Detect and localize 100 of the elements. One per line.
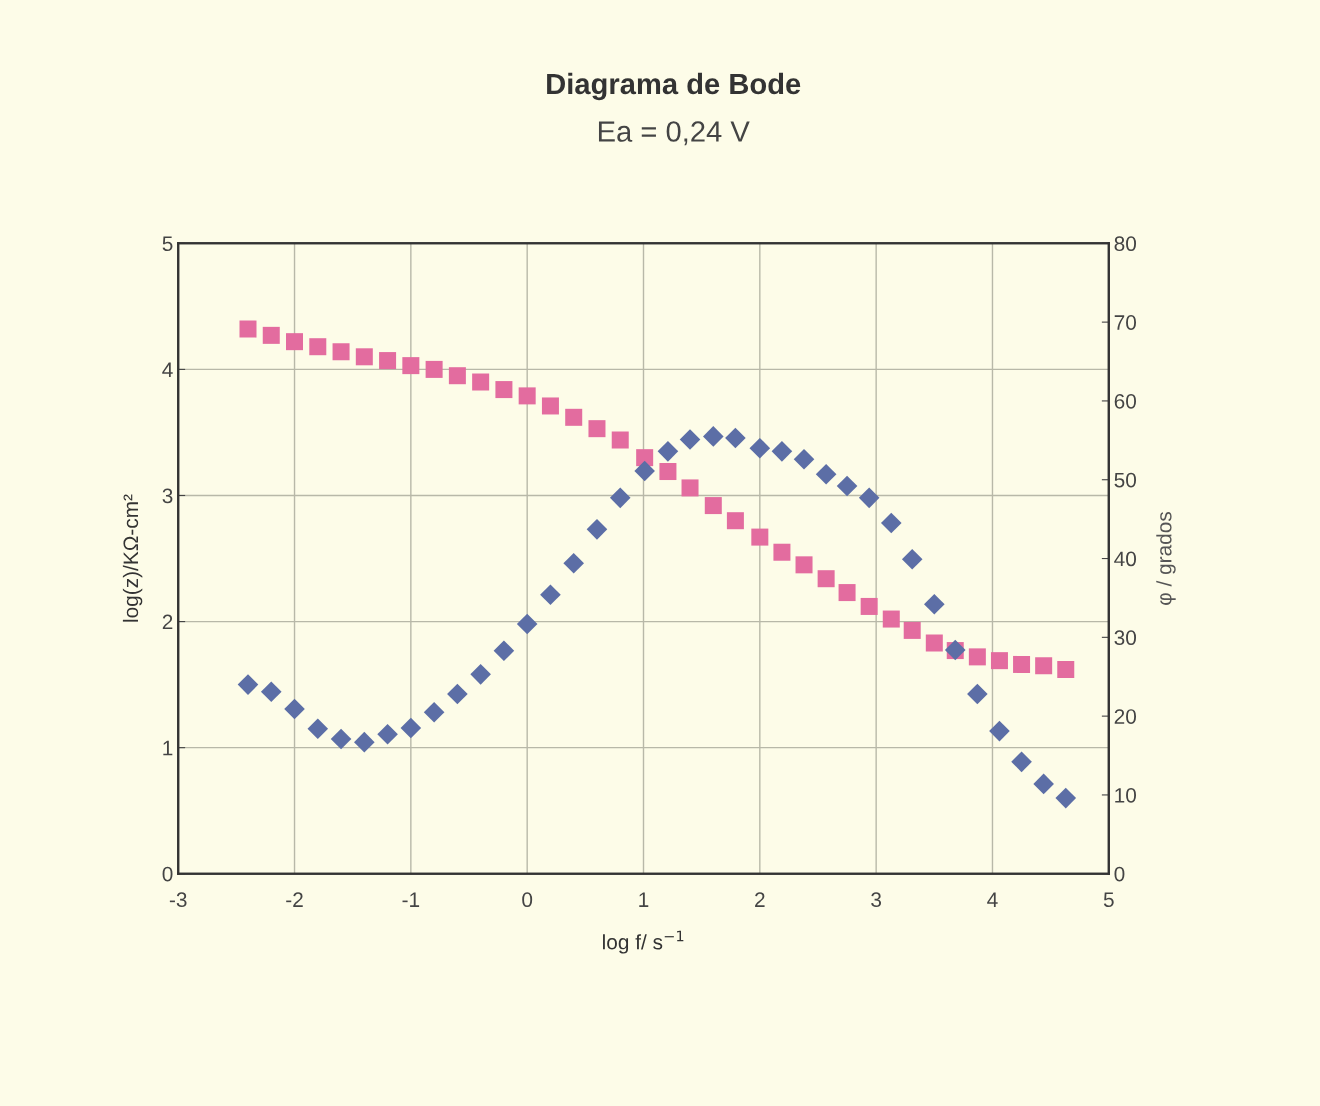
point — [260, 681, 282, 703]
point — [860, 597, 878, 615]
y2-tick-label: 60 — [1114, 393, 1137, 409]
y2-tick-label: 0 — [1114, 866, 1125, 882]
point — [751, 528, 769, 546]
point — [518, 387, 536, 405]
x-tick-label: 1 — [639, 892, 649, 907]
point — [284, 698, 305, 720]
point — [611, 431, 629, 449]
chart-subtitle: Ea = 0,24 V — [598, 121, 750, 146]
point — [903, 621, 921, 639]
point — [239, 320, 257, 338]
point — [565, 408, 583, 426]
point — [1057, 660, 1075, 678]
point — [636, 449, 654, 467]
point — [448, 367, 466, 385]
y2-tick-label: 70 — [1114, 315, 1137, 330]
y2-axis-title: φ / grados — [1156, 511, 1176, 605]
point — [540, 584, 561, 606]
point — [286, 333, 304, 351]
point — [836, 475, 858, 497]
point — [773, 543, 791, 561]
x-axis-title: log f/ s$^{−1}$ — [603, 930, 684, 954]
x-tick-label: 3 — [871, 892, 882, 908]
point — [541, 397, 559, 415]
point — [447, 683, 468, 705]
point — [307, 718, 329, 740]
point — [423, 701, 445, 723]
point — [1011, 751, 1032, 773]
point — [1035, 657, 1053, 675]
point — [516, 613, 538, 635]
point — [989, 720, 1010, 742]
point — [726, 512, 744, 530]
point — [400, 717, 422, 739]
y-tick-label: 3 — [162, 488, 173, 504]
point — [330, 728, 352, 750]
point — [425, 360, 443, 378]
point — [377, 723, 398, 745]
point — [679, 429, 701, 450]
point — [815, 463, 837, 485]
point — [704, 497, 722, 515]
y2-tick-label: 40 — [1114, 551, 1137, 567]
y-tick-label: 1 — [163, 740, 173, 756]
point — [817, 570, 835, 588]
y2-tick-label: 80 — [1114, 236, 1137, 252]
point — [495, 381, 513, 399]
y2-tick-label: 30 — [1114, 630, 1137, 646]
x-tick-label: 2 — [755, 892, 765, 907]
point — [725, 427, 746, 449]
point — [563, 552, 585, 574]
x-tick-label: -1 — [402, 892, 420, 907]
point — [681, 479, 699, 497]
point — [967, 683, 988, 705]
point — [925, 634, 943, 652]
y2-tick-label: 20 — [1114, 709, 1137, 724]
point — [402, 357, 420, 375]
point — [1055, 787, 1077, 809]
point — [924, 593, 945, 615]
y2-tick-label: 50 — [1114, 472, 1137, 488]
y-axis-title: log(z)/KΩ-cm² — [122, 494, 143, 622]
point — [470, 664, 491, 685]
point — [749, 437, 771, 459]
point — [237, 674, 259, 695]
point — [882, 610, 900, 628]
y-tick-label: 5 — [162, 236, 173, 252]
point — [609, 487, 631, 509]
point — [901, 549, 923, 570]
point — [472, 373, 490, 391]
point — [795, 556, 813, 574]
x-tick-label: -2 — [286, 892, 303, 907]
chart-title: Diagrama de Bode — [547, 72, 801, 101]
point — [702, 426, 724, 447]
y-tick-label: 0 — [162, 866, 173, 882]
point — [793, 448, 815, 470]
y-tick-label: 2 — [162, 614, 173, 630]
point — [858, 487, 880, 509]
point — [1013, 655, 1031, 673]
point — [657, 441, 679, 462]
point — [838, 584, 856, 602]
point — [771, 441, 793, 462]
point — [309, 338, 327, 356]
point — [634, 460, 655, 482]
x-tick-label: -3 — [169, 892, 187, 908]
point — [1033, 773, 1054, 795]
point — [262, 326, 280, 344]
point — [659, 463, 677, 481]
x-tick-label: 0 — [522, 892, 533, 908]
y-tick-label: 4 — [162, 362, 173, 377]
y2-tick-label: 10 — [1115, 787, 1137, 803]
x-tick-label: 4 — [987, 892, 998, 907]
point — [354, 731, 375, 753]
point — [379, 352, 397, 370]
point — [880, 512, 902, 534]
x-tick-label: 5 — [1103, 892, 1114, 908]
point — [588, 420, 606, 438]
point — [586, 519, 608, 540]
point — [968, 648, 986, 666]
point — [493, 640, 515, 662]
point — [990, 652, 1008, 670]
point — [355, 348, 373, 366]
